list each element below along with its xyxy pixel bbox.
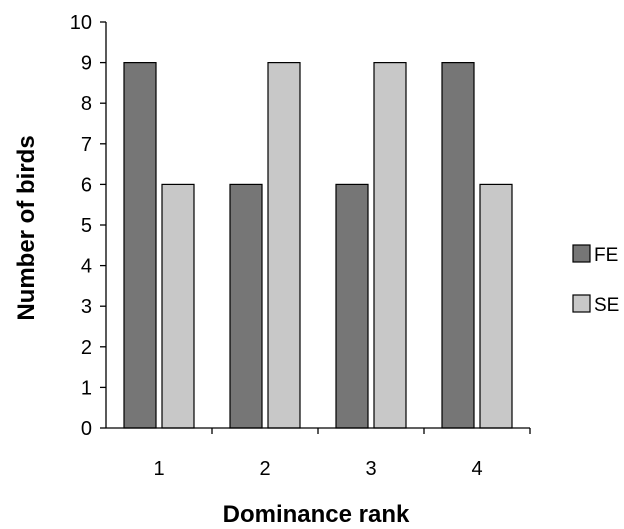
x-tick-label: 4 (471, 458, 482, 480)
plot-area (123, 61, 513, 429)
x-tick-label: 1 (153, 458, 164, 480)
y-axis-ticks: 0 1 2 3 4 5 6 7 8 9 10 (70, 12, 106, 440)
bar-fe-rank-3 (335, 183, 369, 429)
x-axis-title: Dominance rank (223, 501, 410, 528)
bar-se-rank-1 (161, 183, 195, 429)
y-tick-label: 1 (81, 377, 92, 399)
y-tick-label: 9 (81, 53, 92, 75)
bar-fe-rank-4 (441, 61, 475, 429)
y-tick-label: 10 (70, 12, 92, 34)
y-tick-label: 6 (81, 174, 92, 196)
x-axis-ticks: 1 2 3 4 (153, 428, 531, 480)
bar-se-rank-4 (479, 183, 513, 429)
bar-fe-rank-2 (229, 183, 263, 429)
legend: FE SE (572, 244, 619, 316)
legend-label-fe: FE (594, 245, 618, 266)
y-tick-label: 3 (81, 296, 92, 318)
y-tick-label: 0 (81, 418, 92, 440)
x-tick-label: 3 (365, 458, 376, 480)
y-tick-label: 4 (81, 256, 92, 278)
y-tick-label: 5 (81, 215, 92, 237)
y-tick-label: 2 (81, 337, 92, 359)
legend-swatch-se (572, 294, 591, 313)
y-tick-label: 8 (81, 93, 92, 115)
bar-se-rank-2 (267, 61, 301, 429)
y-axis-title: Number of birds (13, 135, 40, 320)
legend-swatch-fe (572, 244, 591, 263)
legend-label-se: SE (594, 295, 619, 316)
bar-fe-rank-1 (123, 61, 157, 429)
x-tick-label: 2 (259, 458, 270, 480)
y-tick-label: 7 (81, 134, 92, 156)
bar-se-rank-3 (373, 61, 407, 429)
